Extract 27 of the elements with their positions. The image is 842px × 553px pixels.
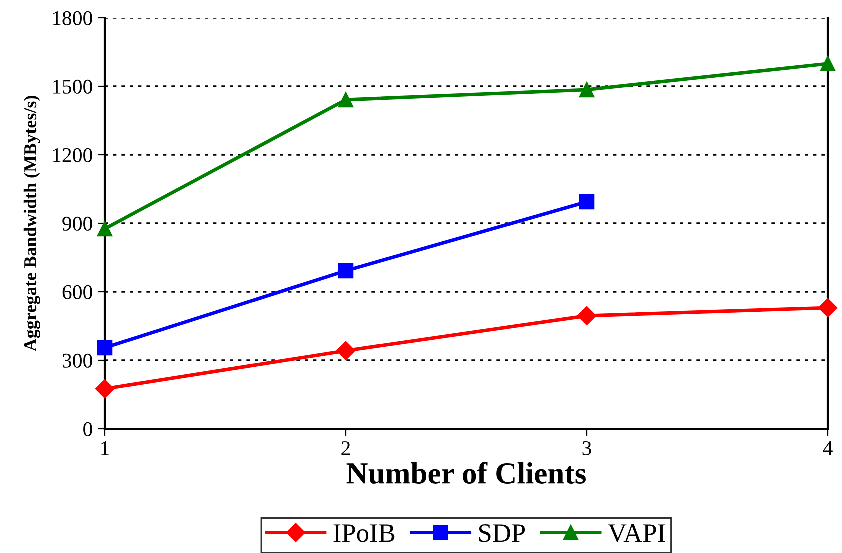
point <box>818 298 838 318</box>
point <box>338 263 354 279</box>
x-tick-label: 4 <box>823 442 833 456</box>
point <box>97 340 113 356</box>
y-tick-label: 900 <box>62 216 92 231</box>
point <box>579 82 595 98</box>
point <box>95 380 115 399</box>
x-tick-label: 2 <box>342 441 350 456</box>
legend-label: IPoIB <box>334 524 395 542</box>
y-tick-label: 1200 <box>53 148 92 162</box>
point <box>97 221 113 237</box>
point <box>579 194 595 210</box>
legend-label: SDP <box>479 524 526 542</box>
y-tick-label: 1500 <box>53 80 92 94</box>
x-tick-label: 1 <box>102 442 109 456</box>
point <box>577 306 597 326</box>
point <box>820 56 836 72</box>
y-tick-label: 600 <box>62 285 92 300</box>
point <box>338 92 354 108</box>
y-tick-label: 1800 <box>53 11 92 26</box>
y-axis-title: Aggregate Bandwidth (MBytes/s) <box>24 96 40 352</box>
legend-label: VAPI <box>608 524 666 542</box>
x-tick-label: 3 <box>582 441 592 456</box>
y-tick-label: 300 <box>62 354 92 368</box>
point <box>336 341 356 360</box>
x-axis-title: Number of Clients <box>346 462 586 484</box>
y-tick-label: 0 <box>84 422 92 436</box>
